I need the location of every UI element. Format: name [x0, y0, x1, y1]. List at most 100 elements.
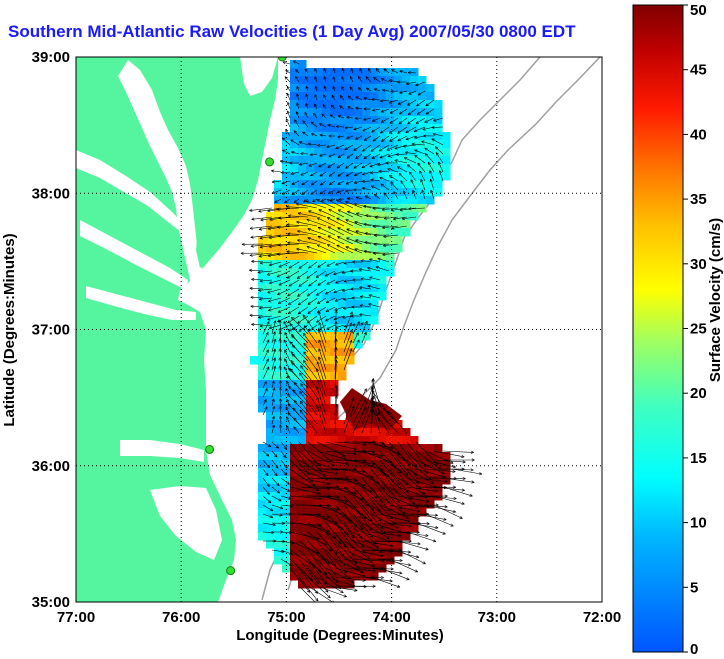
velocity-arrow-head: [380, 455, 384, 457]
velocity-cell: [402, 92, 411, 101]
velocity-arrow-head: [370, 172, 374, 175]
velocity-arrow-head: [320, 182, 323, 186]
velocity-arrow: [287, 110, 291, 119]
velocity-arrow-head: [280, 415, 283, 419]
velocity-arrow-head: [271, 424, 275, 428]
velocity-arrow-head: [285, 118, 289, 121]
velocity-arrow-head: [343, 297, 346, 300]
velocity-arrow-head: [326, 199, 329, 202]
station-marker: [277, 57, 287, 62]
velocity-arrow-head: [372, 224, 376, 227]
velocity-arrow-head: [408, 563, 412, 566]
velocity-arrow-head: [389, 138, 392, 142]
velocity-cell: [362, 452, 371, 461]
velocity-arrow-head: [310, 173, 313, 176]
velocity-cell: [418, 100, 427, 109]
velocity-arrow-head: [326, 146, 330, 149]
velocity-cell: [322, 364, 331, 373]
map-title: Southern Mid-Atlantic Raw Velocities (1 …: [8, 22, 576, 41]
velocity-arrow-head: [278, 405, 281, 409]
velocity-arrow: [435, 146, 444, 155]
velocity-arrow-head: [284, 466, 288, 469]
velocity-arrow: [352, 398, 367, 425]
velocity-arrow: [277, 288, 291, 296]
velocity-cell: [426, 164, 435, 173]
colorbar-tick-label: 50: [690, 2, 707, 19]
velocity-arrow: [397, 549, 426, 565]
velocity-cell: [394, 460, 403, 469]
velocity-cell: [274, 396, 283, 405]
velocity-arrow: [316, 396, 327, 425]
velocity-arrow-head: [269, 217, 273, 221]
velocity-arrow: [317, 235, 336, 245]
velocity-cell: [274, 404, 283, 413]
velocity-cell: [426, 156, 435, 165]
velocity-arrow: [352, 459, 383, 471]
velocity-cell: [306, 404, 315, 413]
velocity-arrow: [319, 134, 327, 137]
velocity-cell: [290, 116, 299, 125]
velocity-cell: [378, 92, 387, 101]
velocity-cell: [354, 324, 363, 333]
velocity-cell: [370, 252, 379, 261]
velocity-arrow-head: [250, 235, 254, 238]
velocity-cell: [362, 332, 371, 341]
velocity-arrow-head: [308, 330, 312, 332]
velocity-arrow-head: [430, 178, 433, 182]
x-tick-label: 77:00: [57, 609, 95, 626]
velocity-arrow-head: [277, 243, 281, 246]
velocity-arrow: [249, 252, 273, 256]
velocity-cell: [330, 324, 339, 333]
velocity-cell: [346, 524, 355, 533]
velocity-arrow-head: [349, 329, 353, 333]
velocity-arrow-head: [314, 76, 318, 79]
velocity-arrow-head: [359, 305, 363, 308]
velocity-arrow-head: [424, 119, 427, 123]
velocity-arrow-head: [276, 254, 280, 256]
velocity-arrow: [379, 567, 410, 580]
velocity-cell: [346, 492, 355, 501]
velocity-arrow-head: [444, 481, 448, 483]
velocity-arrow-head: [290, 551, 293, 555]
velocity-arrow: [307, 567, 329, 593]
velocity-arrow-head: [353, 165, 356, 169]
velocity-cell: [378, 196, 387, 205]
velocity-arrow-head: [377, 481, 380, 485]
velocity-cell: [322, 332, 331, 341]
velocity-arrow-head: [327, 481, 331, 485]
velocity-cell: [322, 260, 331, 269]
velocity-arrow: [416, 99, 426, 107]
velocity-arrow-head: [327, 235, 330, 239]
velocity-arrow-head: [309, 154, 313, 157]
velocity-arrow: [397, 166, 408, 173]
velocity-arrow: [352, 576, 384, 578]
velocity-cell: [306, 172, 315, 181]
velocity-arrow-head: [408, 113, 412, 115]
velocity-arrow-head: [299, 372, 301, 376]
velocity-cell: [370, 540, 379, 549]
velocity-arrow: [287, 233, 309, 236]
velocity-arrow-head: [413, 501, 416, 505]
velocity-arrow-head: [367, 285, 371, 288]
velocity-cell: [314, 372, 323, 381]
velocity-arrow: [343, 279, 354, 282]
velocity-cell: [274, 212, 283, 221]
velocity-arrow-head: [343, 457, 347, 460]
velocity-arrow: [339, 105, 345, 110]
velocity-cell: [274, 476, 283, 485]
velocity-arrow-head: [387, 535, 390, 539]
velocity-cell: [266, 380, 275, 389]
velocity-arrow-head: [316, 244, 320, 248]
velocity-arrow: [343, 468, 374, 478]
velocity-arrow: [250, 243, 273, 247]
velocity-arrow-head: [343, 553, 345, 557]
velocity-arrow: [361, 387, 374, 416]
velocity-arrow: [307, 237, 327, 245]
colorbar-tick-label: 5: [690, 579, 698, 596]
velocity-arrow-head: [373, 543, 377, 545]
velocity-arrow-head: [363, 137, 367, 141]
velocity-cell: [306, 388, 315, 397]
velocity-arrow: [298, 504, 331, 506]
velocity-arrow-head: [295, 202, 300, 205]
